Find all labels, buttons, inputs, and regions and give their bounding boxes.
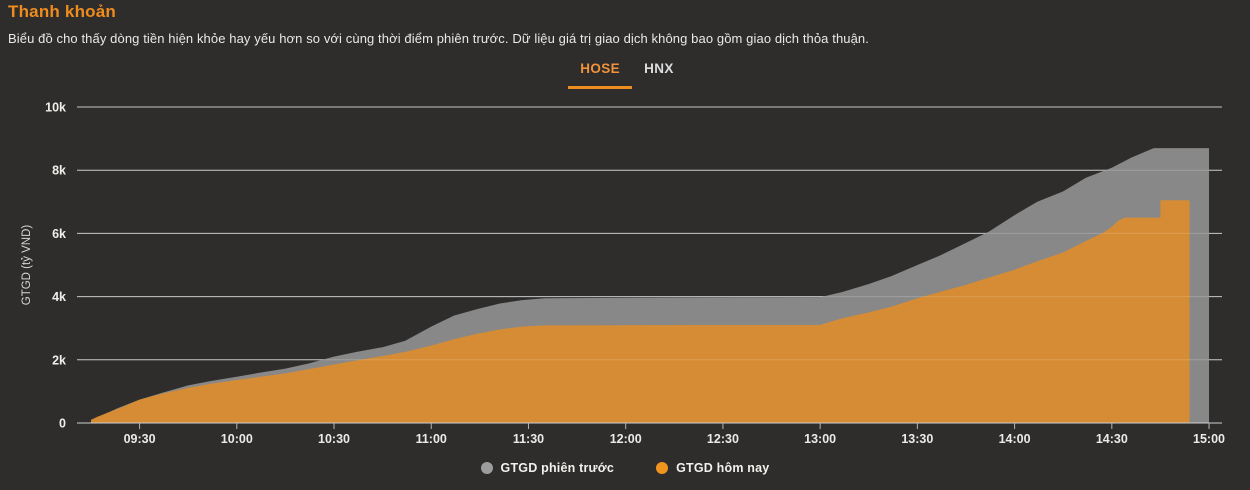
y-tick-label: 4k [52,290,66,304]
x-tick-label: 10:00 [221,432,253,446]
exchange-tabs: HOSE HNX [0,60,1250,89]
x-tick-label: 13:00 [804,432,836,446]
x-tick-label: 13:30 [901,432,933,446]
x-tick-label: 11:30 [513,432,544,446]
legend-item-prev-session[interactable]: GTGD phiên trước [480,456,615,480]
legend-item-today[interactable]: GTGD hôm nay [656,456,769,480]
legend-label: GTGD phiên trước [500,461,615,475]
x-tick-label: 11:00 [416,432,447,446]
x-tick-label: 12:30 [707,432,739,446]
y-axis-title: GTGD (tỷ VND) [21,225,33,306]
liquidity-area-chart[interactable]: 09:30 10:00 10:30 11:00 11:30 12:00 12:30 13:00… [0,90,1250,455]
x-tick-label: 10:30 [318,432,350,446]
y-tick-label: 6k [52,227,66,241]
legend-label: GTGD hôm nay [676,461,770,475]
x-tick-label: 14:00 [999,432,1031,446]
today-dot-icon [656,462,669,474]
x-tick-label: 15:00 [1193,432,1225,446]
page-title: Thanh khoản [8,2,116,21]
x-tick-label: 14:30 [1096,432,1128,446]
chart-legend: GTGD phiên trước GTGD hôm nay [0,456,1250,480]
today-area [91,200,1190,423]
chart-description: Biểu đồ cho thấy dòng tiền hiện khỏe hay… [8,31,869,46]
y-tick-label: 10k [45,101,66,115]
prev-session-dot-icon [480,462,493,474]
chart-header: Thanh khoản Biểu đồ cho thấy dòng tiền h… [8,2,869,46]
y-tick-label: 2k [52,353,66,367]
tab-hnx[interactable]: HNX [644,61,674,76]
x-tick-label: 09:30 [124,432,156,446]
y-tick-label: 8k [52,164,66,178]
tab-hose[interactable]: HOSE [568,60,633,89]
x-tick-label: 12:00 [610,432,642,446]
y-tick-label: 0 [59,417,66,431]
